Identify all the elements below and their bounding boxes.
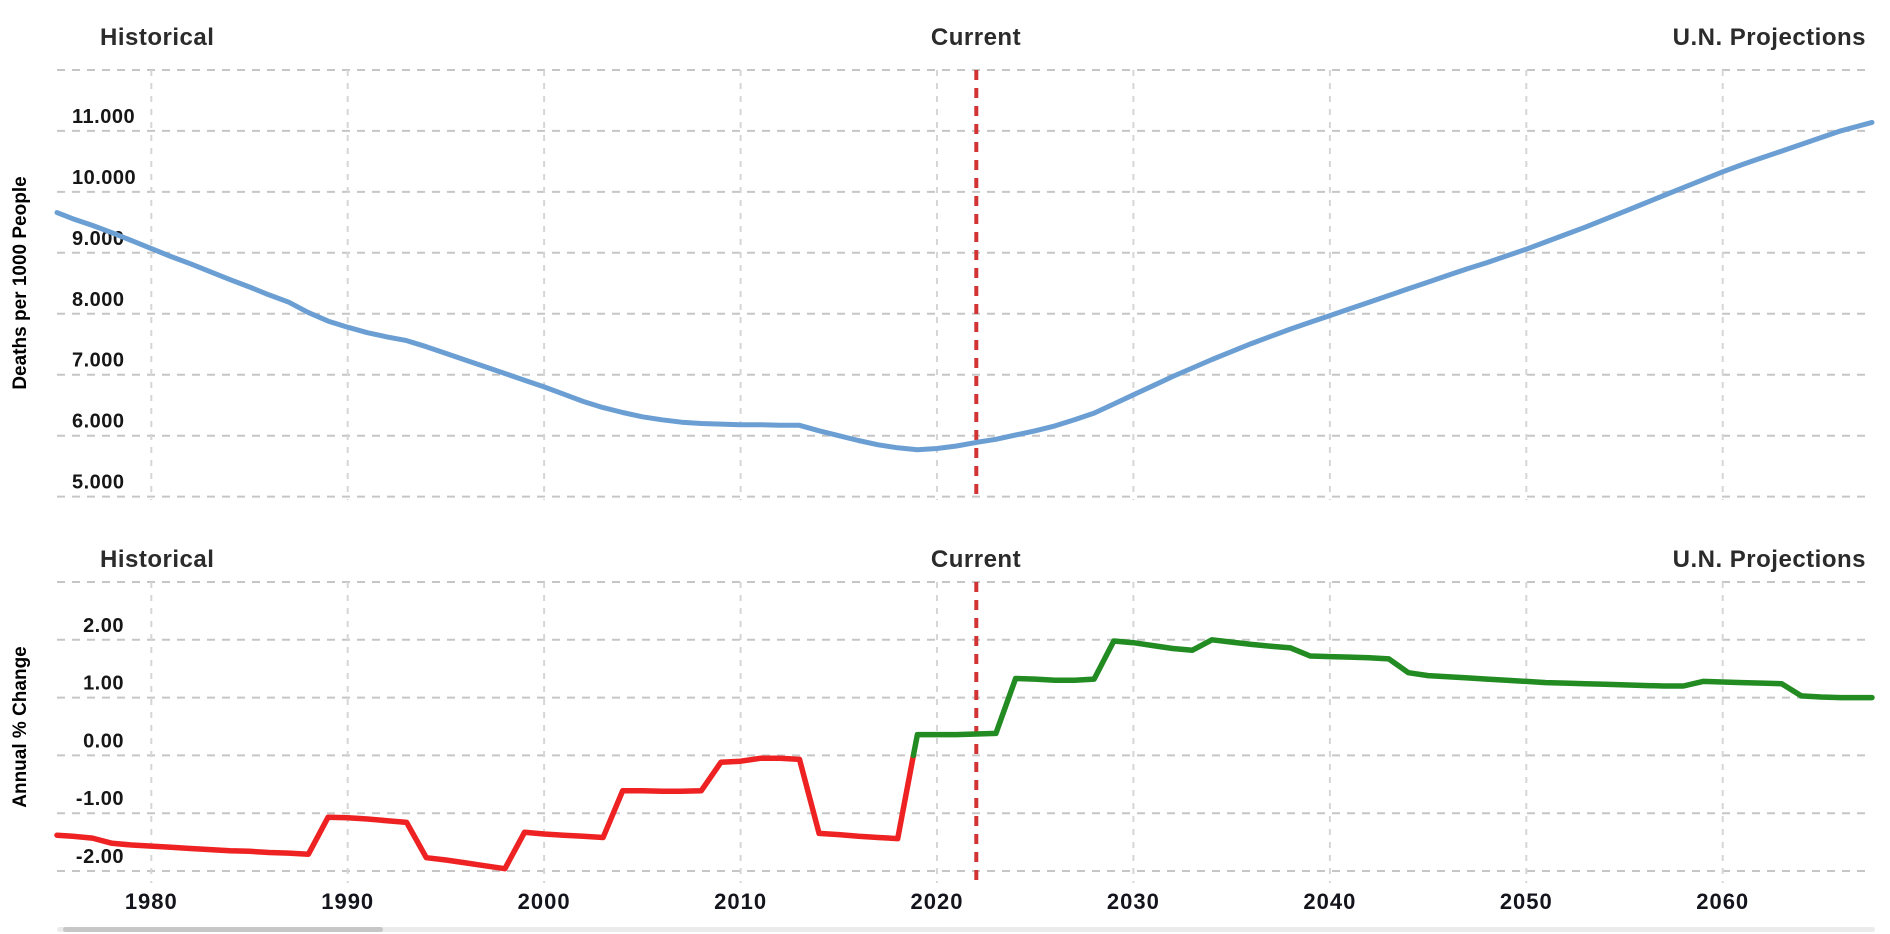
y-tick-label: 2.00: [83, 615, 124, 637]
x-tick-label: 1990: [321, 889, 374, 914]
annual-change-historical-line: [54, 752, 917, 872]
horizontal-scrollbar-track[interactable]: [57, 927, 1875, 932]
x-tick-label: 2050: [1500, 889, 1553, 914]
y-tick-label: 9.000: [72, 228, 125, 250]
y-tick-label: 7.000: [72, 350, 125, 372]
x-tick-label: 1980: [125, 889, 178, 914]
x-tick-label: 2030: [1107, 889, 1160, 914]
bottom-chart-label-projections: U.N. Projections: [1672, 546, 1866, 573]
x-tick-label: 2000: [518, 889, 571, 914]
x-tick-label: 2040: [1303, 889, 1356, 914]
bottom-chart-label-current: Current: [930, 546, 1022, 573]
y-tick-label: 10.000: [72, 167, 136, 189]
y-tick-label: 0.00: [83, 730, 124, 752]
deaths-per-1000-line: [54, 119, 1875, 453]
bottom-chart-label-historical: Historical: [100, 546, 215, 573]
top-chart-label-projections: U.N. Projections: [1672, 24, 1866, 51]
y-axis-title-deaths: Deaths per 1000 People: [10, 176, 31, 390]
horizontal-scrollbar-thumb[interactable]: [63, 927, 383, 932]
y-tick-label: 11.000: [72, 106, 135, 128]
y-tick-label: 5.000: [72, 472, 125, 494]
y-tick-label: 1.00: [83, 673, 124, 695]
y-tick-label: 6.000: [72, 411, 125, 433]
y-tick-label: -2.00: [76, 846, 124, 868]
x-tick-label: 2060: [1696, 889, 1749, 914]
top-chart-label-current: Current: [930, 24, 1022, 51]
x-tick-label: 2010: [714, 889, 767, 914]
annual-change-projection-line: [910, 637, 1875, 759]
y-axis-title-annual-change: Annual % Change: [10, 646, 31, 808]
y-tick-label: 8.000: [72, 289, 125, 311]
y-tick-label: -1.00: [76, 788, 124, 810]
top-chart-label-historical: Historical: [100, 24, 215, 51]
x-tick-label: 2020: [911, 889, 964, 914]
